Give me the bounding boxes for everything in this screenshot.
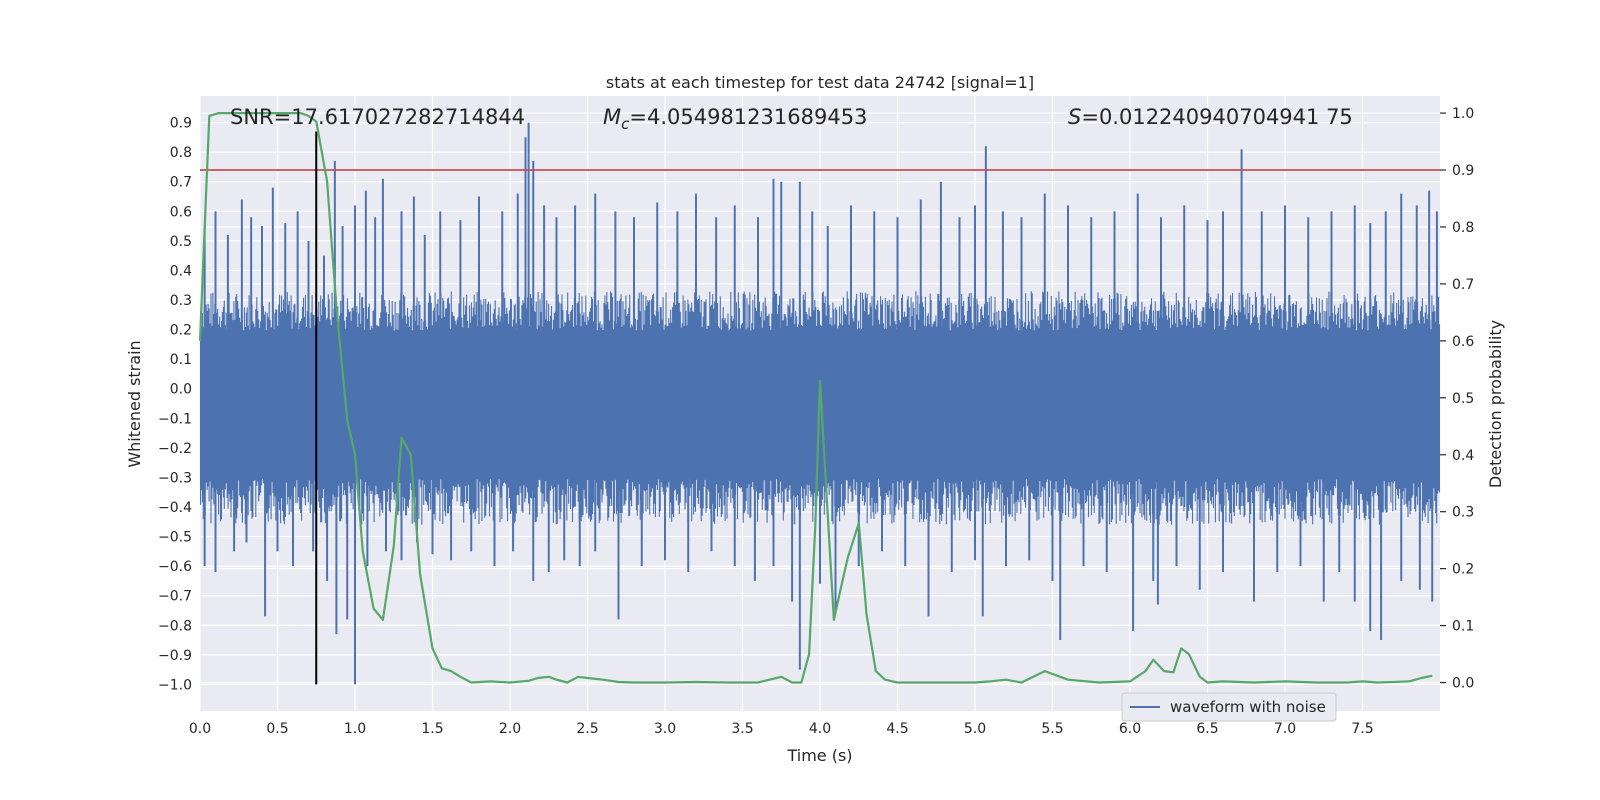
s-symbol: S — [1068, 105, 1081, 129]
x-tick-label: 7.5 — [1351, 721, 1373, 737]
y-left-tick-label: 0.6 — [170, 204, 192, 220]
y-left-tick-label: −0.9 — [158, 648, 192, 664]
y-right-tick-label: 0.4 — [1452, 448, 1474, 464]
y-right-tick-label: 0.9 — [1452, 163, 1474, 179]
y-left-tick-label: 0.0 — [170, 382, 192, 398]
y-right-tick-label: 0.2 — [1452, 562, 1474, 578]
x-tick-label: 3.0 — [654, 721, 676, 737]
chirp-mass-subscript: c — [621, 115, 630, 133]
detection-probability-line — [198, 111, 1433, 684]
x-tick-label: 0.5 — [266, 721, 288, 737]
x-tick-label: 1.0 — [344, 721, 366, 737]
y-right-tick-label: 0.7 — [1452, 277, 1474, 293]
y-right-tick-label: 0.6 — [1452, 334, 1474, 350]
y-left-tick-label: 0.7 — [170, 175, 192, 191]
x-tick-label: 4.5 — [886, 721, 908, 737]
x-tick-label: 5.5 — [1041, 721, 1063, 737]
chirp-mass-annotation: Mc=4.054981231689453 — [603, 105, 867, 133]
y-right-tick-label: 0.8 — [1452, 220, 1474, 236]
y-left-tick-label: 0.8 — [170, 145, 192, 161]
x-tick-label: 1.5 — [421, 721, 443, 737]
y-left-tick-label: 0.3 — [170, 293, 192, 309]
x-tick-label: 7.0 — [1274, 721, 1296, 737]
legend-box — [1121, 692, 1337, 722]
y-left-tick-label: 0.4 — [170, 263, 192, 279]
s-value: =0.012240940704941 75 — [1081, 105, 1352, 129]
y-left-tick-label: −0.3 — [158, 470, 192, 486]
x-tick-label: 4.0 — [809, 721, 831, 737]
axes: 0.0 0.5 1.0 1.5 2.0 2.5 3.0 3.5 4.0 4.5 5.0 5.5 6.0 6… — [158, 106, 1474, 737]
chart-title: stats at each timestep for test data 247… — [606, 73, 1034, 92]
y-left-tick-label: −0.8 — [158, 618, 192, 634]
y-right-tick-label: 0.5 — [1452, 391, 1474, 407]
y-left-tick-label: 0.2 — [170, 323, 192, 339]
x-tick-label: 6.5 — [1196, 721, 1218, 737]
y-left-tick-label: −0.4 — [158, 500, 192, 516]
y-left-tick-label: −0.1 — [158, 411, 192, 427]
waveform-noise — [199, 291, 1441, 525]
snr-annotation: SNR=17.617027282714844 — [230, 105, 525, 129]
x-tick-label: 6.0 — [1119, 721, 1141, 737]
y-axis-label-left: Whitened strain — [125, 340, 144, 467]
x-axis-label: Time (s) — [786, 746, 852, 765]
y-axis-label-right: Detection probability — [1486, 320, 1505, 488]
s-annotation: S=0.012240940704941 75 — [1068, 105, 1353, 129]
y-right-tick-label: 0.1 — [1452, 619, 1474, 635]
waveform-series — [199, 122, 1441, 685]
x-tick-label: 2.5 — [576, 721, 598, 737]
chirp-mass-value: =4.054981231689453 — [629, 105, 867, 129]
y-right-tick-label: 0.0 — [1452, 676, 1474, 692]
x-tick-label: 2.0 — [499, 721, 521, 737]
chirp-mass-symbol: M — [603, 105, 621, 129]
legend-label-waveform: waveform with noise — [1170, 698, 1326, 716]
overlay — [198, 111, 1440, 685]
x-tick-label: 3.5 — [731, 721, 753, 737]
y-right-tick-label: 0.3 — [1452, 505, 1474, 521]
x-tick-label: 5.0 — [964, 721, 986, 737]
y-right-tick-label: 1.0 — [1452, 106, 1474, 122]
y-left-tick-label: 0.1 — [170, 352, 192, 368]
y-left-tick-label: −0.2 — [158, 441, 192, 457]
legend: waveform with noise — [1121, 692, 1337, 722]
x-tick-label: 0.0 — [189, 721, 211, 737]
y-left-tick-label: 0.9 — [170, 116, 192, 132]
y-left-tick-label: 0.5 — [170, 234, 192, 250]
y-left-tick-label: −1.0 — [158, 677, 192, 693]
y-left-tick-label: −0.5 — [158, 530, 192, 546]
y-left-tick-label: −0.6 — [158, 559, 192, 575]
y-left-tick-label: −0.7 — [158, 589, 192, 605]
